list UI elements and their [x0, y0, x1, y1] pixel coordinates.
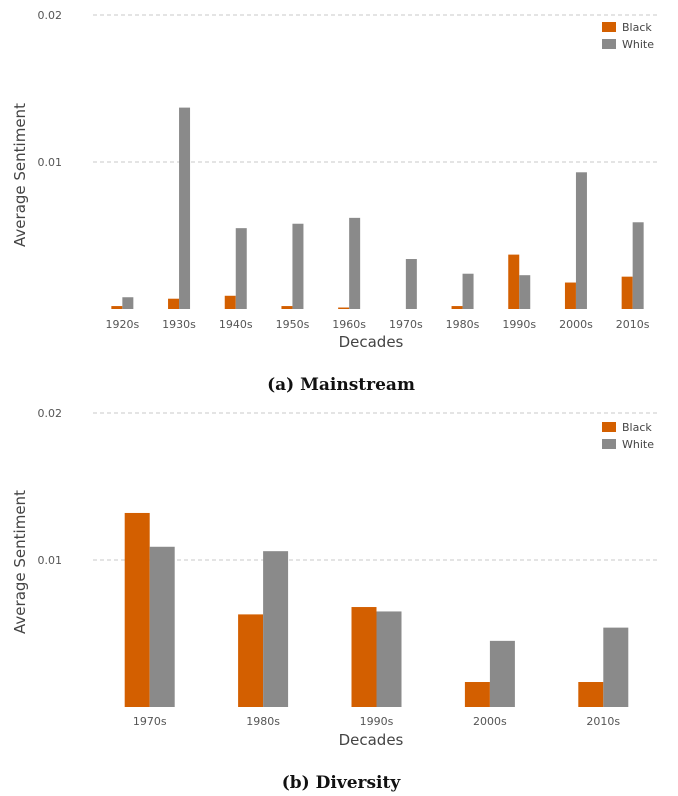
- diversity-legend-swatch-white: [602, 439, 616, 449]
- mainstream-x-tick-label: 2000s: [559, 318, 593, 331]
- mainstream-bar-white-1930s: [179, 107, 191, 309]
- diversity-x-tick-label: 1990s: [360, 715, 394, 728]
- diversity-bar-black-1980s: [238, 614, 264, 707]
- diversity-legend-swatch-black: [602, 422, 616, 432]
- mainstream-x-tick-label: 1950s: [276, 318, 310, 331]
- mainstream-bar-black-2000s: [564, 282, 576, 309]
- mainstream-bar-white-1940s: [235, 228, 247, 309]
- mainstream-x-tick-label: 1940s: [219, 318, 253, 331]
- mainstream-x-tick-label: 1970s: [389, 318, 423, 331]
- mainstream-bar-white-1980s: [462, 273, 474, 309]
- mainstream-legend-swatch-black: [602, 22, 616, 32]
- mainstream-chart-panel: 0.01 0.02 1920s 1930s 1940s 1950s 1960s 1970s 1…: [11, 9, 660, 395]
- diversity-chart-panel: 0.01 0.02 1970s 1980s 1990s 2000s 2010s Decad…: [11, 407, 660, 793]
- mainstream-y-tick-label: 0.01: [38, 156, 63, 169]
- mainstream-bar-black-1940s: [224, 295, 236, 309]
- diversity-y-axis-title: Average Sentiment: [11, 490, 29, 634]
- mainstream-y-tick-label: 0.02: [38, 9, 63, 22]
- diversity-x-tick-label: 1970s: [133, 715, 167, 728]
- mainstream-y-axis-title: Average Sentiment: [11, 103, 29, 247]
- mainstream-bar-white-2000s: [575, 172, 587, 309]
- mainstream-x-tick-label: 1990s: [502, 318, 536, 331]
- mainstream-bar-black-2010s: [621, 276, 633, 309]
- diversity-bar-white-1970s: [149, 546, 175, 707]
- diversity-caption: (b) Diversity: [282, 773, 402, 793]
- diversity-y-tick-label: 0.01: [38, 554, 63, 567]
- diversity-bar-black-1970s: [124, 512, 150, 707]
- mainstream-x-tick-label: 2010s: [616, 318, 650, 331]
- mainstream-bar-black-1990s: [508, 254, 520, 309]
- diversity-bar-white-1990s: [376, 611, 402, 707]
- diversity-x-tick-label: 1980s: [246, 715, 280, 728]
- mainstream-x-tick-label: 1920s: [105, 318, 139, 331]
- mainstream-bar-black-1920s: [111, 306, 123, 309]
- mainstream-x-tick-label: 1930s: [162, 318, 196, 331]
- diversity-legend: Black White: [602, 421, 654, 451]
- mainstream-bar-white-2010s: [632, 222, 644, 309]
- mainstream-bar-white-1920s: [122, 297, 134, 309]
- mainstream-bar-white-1990s: [519, 275, 531, 309]
- diversity-bar-white-2010s: [603, 627, 629, 707]
- diversity-legend-label-white: White: [622, 438, 654, 451]
- diversity-bar-black-2000s: [464, 682, 490, 707]
- diversity-legend-label-black: Black: [622, 421, 652, 434]
- diversity-x-axis-title: Decades: [339, 731, 404, 749]
- diversity-bar-black-1990s: [351, 607, 377, 707]
- mainstream-x-tick-label: 1960s: [332, 318, 366, 331]
- diversity-bar-black-2010s: [578, 682, 604, 707]
- mainstream-bar-black-1930s: [168, 298, 180, 309]
- diversity-bar-white-2000s: [489, 640, 515, 707]
- diversity-x-tick-label: 2000s: [473, 715, 507, 728]
- mainstream-x-axis-title: Decades: [339, 333, 404, 351]
- diversity-bar-white-1980s: [263, 551, 289, 707]
- mainstream-bar-white-1970s: [405, 259, 417, 309]
- mainstream-bar-white-1950s: [292, 223, 304, 309]
- diversity-y-tick-label: 0.02: [38, 407, 63, 420]
- mainstream-bar-black-1950s: [281, 306, 293, 309]
- mainstream-caption: (a) Mainstream: [267, 375, 415, 395]
- mainstream-legend: Black White: [602, 21, 654, 51]
- mainstream-legend-label-black: Black: [622, 21, 652, 34]
- mainstream-bar-black-1980s: [451, 306, 463, 309]
- mainstream-bar-white-1960s: [349, 217, 361, 309]
- mainstream-legend-swatch-white: [602, 39, 616, 49]
- diversity-x-tick-label: 2010s: [586, 715, 620, 728]
- mainstream-bar-black-1960s: [338, 307, 350, 309]
- mainstream-x-tick-label: 1980s: [446, 318, 480, 331]
- mainstream-legend-label-white: White: [622, 38, 654, 51]
